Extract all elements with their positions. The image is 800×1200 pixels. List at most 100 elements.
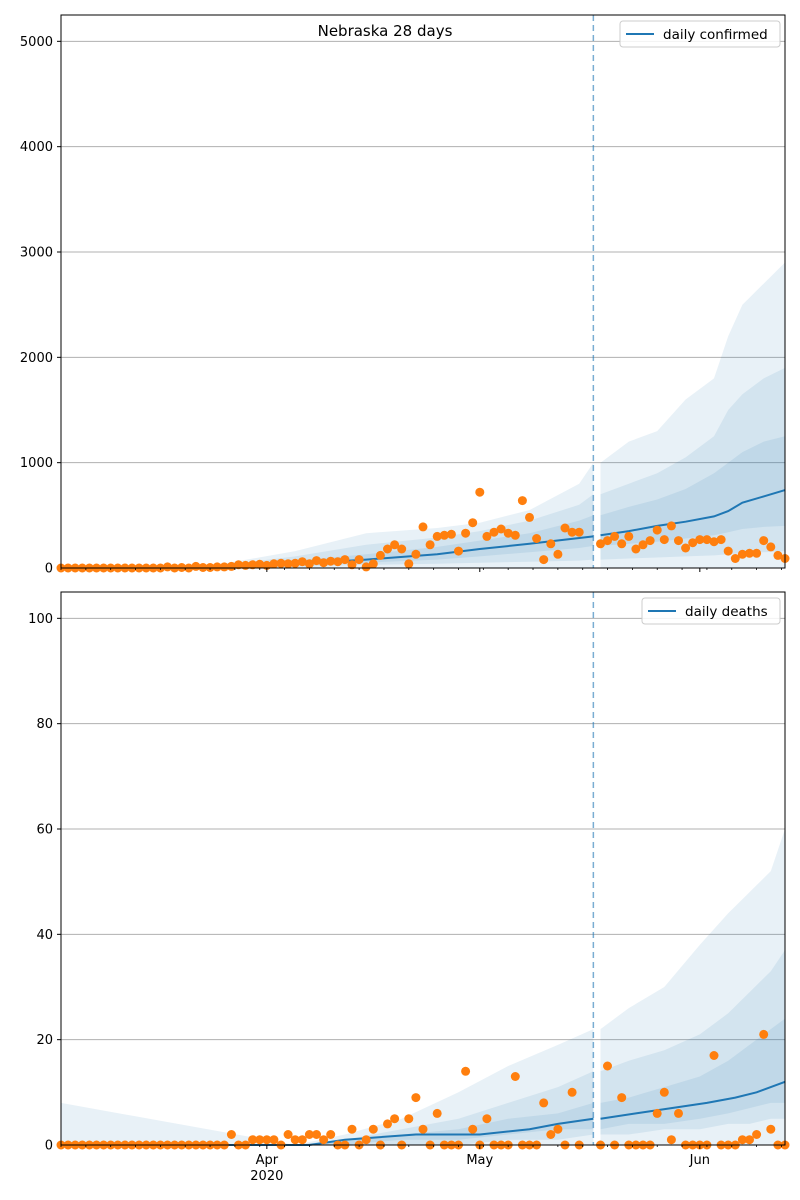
confidence-band-inner	[600, 367, 785, 560]
observed-point	[312, 1130, 321, 1139]
observed-point	[418, 522, 428, 532]
observed-point	[319, 1135, 329, 1145]
observed-point	[212, 562, 222, 572]
observed-point	[560, 523, 570, 533]
observed-point	[567, 527, 577, 537]
observed-point	[766, 1124, 776, 1134]
observed-point	[446, 529, 456, 539]
observed-point	[766, 542, 776, 552]
observed-point	[553, 1124, 563, 1134]
observed-point	[666, 1135, 676, 1145]
observed-point	[283, 559, 293, 569]
plot-frame	[60, 591, 786, 1146]
observed-point	[539, 555, 549, 565]
confidence-band-inner	[61, 494, 594, 568]
observed-point	[276, 558, 286, 568]
observed-point	[255, 1135, 265, 1145]
observed-point	[745, 548, 754, 558]
observed-point	[269, 1135, 279, 1145]
observed-point	[354, 555, 364, 565]
confidence-band-inner	[61, 1071, 594, 1145]
legend-label: daily confirmed	[663, 27, 768, 43]
observed-point	[496, 524, 506, 534]
legend-box	[641, 597, 781, 625]
confidence-band-inner	[600, 950, 785, 1135]
observed-point	[525, 512, 534, 522]
observed-point	[659, 1087, 669, 1097]
observed-point	[730, 554, 740, 563]
observed-point	[297, 1135, 307, 1145]
observed-point	[340, 555, 350, 565]
observed-point	[234, 560, 243, 570]
observed-point	[361, 562, 371, 572]
observed-point	[674, 536, 683, 546]
observed-point	[411, 1093, 421, 1103]
observed-point	[773, 550, 783, 560]
legend-box	[619, 20, 781, 48]
observed-point	[567, 1087, 577, 1097]
observed-point	[681, 543, 691, 553]
observed-point	[695, 535, 705, 545]
y-tick-label: 0	[45, 1139, 53, 1154]
x-tick-label: Jun	[689, 1153, 710, 1168]
chart-title: Nebraska 28 days	[318, 22, 453, 40]
observed-point	[468, 518, 478, 528]
confidence-band-core	[600, 1018, 785, 1130]
observed-point	[517, 496, 527, 506]
observed-point	[283, 1130, 293, 1139]
x-tick-label: Apr	[256, 1153, 279, 1168]
observed-point	[674, 1108, 683, 1118]
observed-point	[645, 536, 655, 546]
y-tick-label: 100	[28, 612, 53, 627]
observed-point	[461, 1066, 471, 1076]
observed-point	[418, 1124, 428, 1134]
observed-point	[368, 1124, 378, 1134]
observed-point	[603, 1061, 612, 1071]
observed-point	[319, 558, 329, 568]
observed-point	[397, 544, 407, 554]
y-tick-label: 1000	[20, 456, 53, 471]
observed-point	[425, 540, 435, 550]
confidence-band-core	[600, 436, 785, 546]
forecast-line	[600, 489, 786, 537]
observed-point	[532, 534, 542, 543]
observed-point	[631, 544, 641, 554]
observed-point	[745, 1135, 754, 1145]
observed-point	[709, 537, 719, 547]
observed-point	[226, 1130, 236, 1139]
y-tick-label: 4000	[20, 140, 53, 155]
observed-point	[248, 560, 258, 570]
y-tick-label: 40	[36, 928, 53, 943]
y-tick-label: 20	[36, 1033, 53, 1048]
observed-point	[624, 531, 634, 541]
x-tick-sublabel: 2020	[250, 1169, 283, 1184]
observed-point	[383, 1119, 392, 1129]
observed-point	[510, 1072, 520, 1081]
observed-point	[468, 1124, 478, 1134]
y-tick-label: 60	[36, 823, 53, 838]
observed-point	[255, 559, 265, 569]
observed-point	[574, 527, 584, 537]
observed-point	[702, 535, 712, 545]
confidence-band-outer	[61, 462, 594, 568]
observed-point	[659, 535, 669, 545]
confidence-band-outer	[61, 1029, 594, 1145]
observed-point	[404, 559, 414, 569]
observed-point	[226, 561, 236, 571]
observed-point	[432, 531, 442, 541]
chart-panel-1: 0 1000 2000 3000 4000 5000 Nebraska 28 days dai…	[20, 14, 790, 577]
observed-point	[347, 1124, 357, 1134]
observed-point	[290, 1135, 300, 1145]
observed-point	[596, 539, 605, 549]
observed-point	[652, 1108, 662, 1118]
observed-point	[248, 1135, 258, 1145]
observed-point	[482, 1114, 492, 1124]
observed-point	[219, 562, 229, 572]
confidence-band-outer	[600, 829, 785, 1145]
observed-point	[375, 550, 385, 560]
observed-point	[752, 548, 762, 558]
observed-point	[617, 1093, 627, 1103]
observed-point	[390, 540, 400, 550]
observed-point	[688, 538, 698, 548]
